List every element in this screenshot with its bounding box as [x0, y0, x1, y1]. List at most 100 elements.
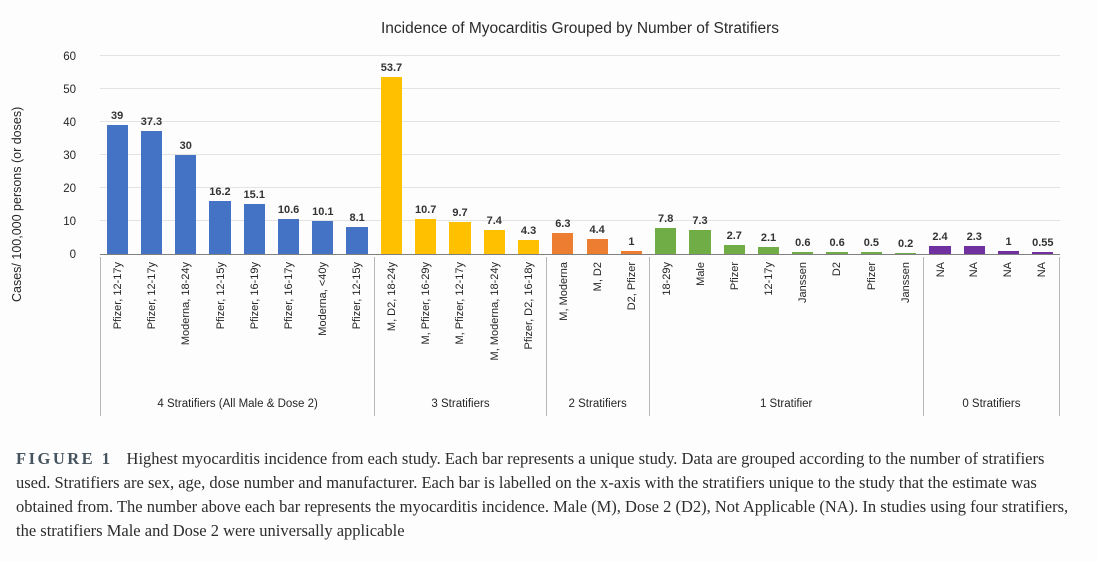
bar — [106, 125, 128, 254]
x-tick-label: Moderna, <40y — [316, 261, 329, 336]
group-label: 1 Stratifier — [759, 397, 813, 410]
bar — [1032, 252, 1054, 254]
bar-value-label: 4.4 — [589, 224, 605, 237]
bar-cell: 8.1 — [340, 57, 374, 254]
x-tick-cell: 18-29y — [650, 257, 684, 390]
bar-value-label: 16.2 — [209, 185, 231, 198]
y-tick-label: 30 — [63, 150, 76, 162]
x-tick-label: 18-29y — [660, 261, 673, 296]
bar-value-label: 0.5 — [863, 237, 880, 250]
x-tick-cell: Pfizer — [718, 257, 752, 390]
x-tick-labels: NA NA NA NA — [924, 257, 1059, 390]
bar-group: 2.4 2.3 1 0.55 — [923, 57, 1060, 254]
bar-value-label: 7.3 — [692, 214, 708, 227]
x-tick-cell: M, Moderna, 18-24y — [478, 257, 512, 390]
bar-group: 39 37.3 30 16.2 15.1 10.6 10.1 8.1 — [100, 57, 374, 254]
bar-cell: 9.7 — [443, 57, 477, 254]
bar-chart: Incidence of Myocarditis Grouped by Numb… — [10, 20, 1060, 416]
bar-cell: 0.6 — [786, 57, 820, 254]
y-tick-label: 10 — [63, 216, 76, 228]
x-tick-cell: NA — [958, 257, 992, 390]
x-tick-cell: Moderna, <40y — [306, 257, 340, 390]
bar-group: 6.3 4.4 1 — [546, 57, 649, 254]
x-tick-label: M, Pfizer, 12-17y — [454, 261, 467, 345]
x-tick-cell: Pfizer — [854, 257, 888, 390]
bar-cell: 39 — [100, 57, 134, 254]
bar-cell: 2.3 — [957, 57, 991, 254]
bar-cell: 10.7 — [409, 57, 443, 254]
x-tick-label: NA — [968, 261, 981, 277]
bar — [483, 229, 505, 254]
bar-cell: 10.1 — [306, 57, 340, 254]
x-tick-label: Pfizer, 12-15y — [351, 261, 364, 329]
bar — [449, 222, 471, 254]
x-tick-label: 12-17y — [763, 261, 776, 296]
bar — [655, 228, 677, 254]
bar-cell: 53.7 — [374, 57, 408, 254]
bar-cell: 2.4 — [923, 57, 957, 254]
group-label: 2 Stratifiers — [568, 397, 627, 410]
bar-value-label: 39 — [111, 110, 124, 123]
y-tick-label: 40 — [63, 117, 76, 129]
x-tick-cell: M, D2 — [581, 257, 615, 390]
x-tick-cell: Janssen — [786, 257, 820, 390]
bar — [963, 246, 985, 254]
x-tick-label: M, Pfizer, 16-29y — [420, 261, 433, 345]
bar-cell: 1 — [614, 57, 648, 254]
x-tick-cell: 12-17y — [752, 257, 786, 390]
bar-cell: 7.4 — [477, 57, 511, 254]
bar — [826, 252, 848, 254]
bar-cell: 2.7 — [717, 57, 751, 254]
x-tick-label: Male — [694, 261, 707, 286]
bar-value-label: 2.7 — [726, 230, 742, 243]
x-tick-cell: NA — [924, 257, 958, 390]
y-axis-label: Cases/ 100,000 persons (or doses) — [10, 106, 24, 302]
x-tick-labels: M, Moderna M, D2 D2, Pfizer — [547, 257, 649, 390]
bar-cell: 6.3 — [546, 57, 580, 254]
x-tick-cell: M, Pfizer, 12-17y — [443, 257, 477, 390]
bar-value-label: 4.3 — [520, 224, 537, 237]
gridline — [100, 220, 1060, 221]
bar-cell: 10.6 — [271, 57, 305, 254]
bar-value-label: 2.4 — [932, 231, 948, 244]
bar-value-label: 0.6 — [795, 237, 811, 250]
bar — [860, 252, 882, 254]
bar — [346, 227, 368, 254]
x-tick-cell: Janssen — [889, 257, 923, 390]
y-tick-label: 60 — [63, 51, 76, 63]
x-group: M, Moderna M, D2 D2, Pfizer 2 Stratifiers — [545, 256, 649, 416]
x-tick-cell: M, Pfizer, 16-29y — [409, 257, 443, 390]
x-tick-label: NA — [1002, 261, 1015, 277]
x-tick-cell: Moderna, 18-24y — [169, 257, 203, 390]
x-group: Pfizer, 12-17y Pfizer, 12-17y Moderna, 18-… — [100, 256, 374, 416]
bar-group: 53.7 10.7 9.7 7.4 4.3 — [374, 57, 545, 254]
x-tick-cell: Pfizer, 16-17y — [272, 257, 306, 390]
figure-caption: FIGURE 1 Highest myocarditis incidence fr… — [16, 447, 1082, 543]
bar — [552, 233, 574, 254]
x-tick-label: Janssen — [899, 261, 912, 303]
x-tick-label: Pfizer, 12-17y — [146, 261, 159, 329]
bar-cell: 1 — [991, 57, 1025, 254]
bar-value-label: 8.1 — [349, 212, 365, 225]
bar — [757, 247, 780, 254]
bar-cell: 16.2 — [203, 57, 237, 254]
bar — [620, 250, 643, 254]
group-label: 3 Stratifiers — [431, 397, 490, 410]
x-tick-cell: Pfizer, 12-17y — [135, 257, 169, 390]
bar — [997, 250, 1020, 254]
x-tick-label: Pfizer, 16-17y — [282, 261, 295, 329]
bar-value-label: 0.55 — [1032, 237, 1054, 250]
bar-value-label: 0.6 — [829, 237, 845, 250]
bar-cell: 4.3 — [511, 57, 545, 254]
group-label: 0 Stratifiers — [962, 397, 1021, 410]
bar-value-label: 15.1 — [243, 189, 265, 202]
x-tick-label: M, D2, 18-24y — [386, 261, 399, 331]
x-tick-cell: Pfizer, 12-15y — [340, 257, 374, 390]
bar — [277, 219, 300, 254]
bar-value-label: 30 — [179, 140, 192, 152]
bar-cell: 7.8 — [649, 57, 683, 254]
bar — [689, 229, 711, 254]
gridline — [100, 154, 1060, 155]
x-tick-cell: M, Moderna — [547, 257, 581, 390]
